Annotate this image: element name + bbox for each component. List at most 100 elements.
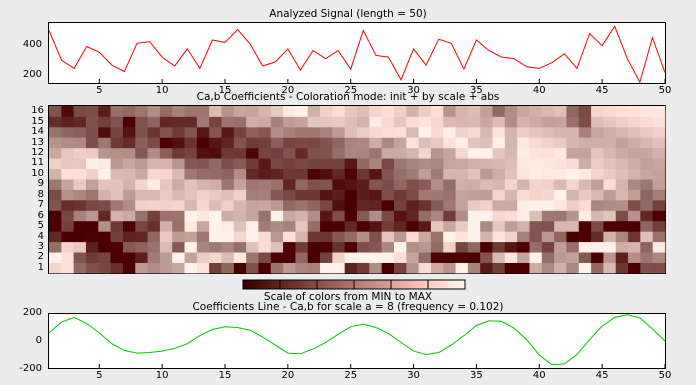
heatmap-cell: [430, 116, 444, 128]
heatmap-cell: [258, 262, 272, 274]
heatmap-cell: [307, 158, 321, 170]
xtick-label: 45: [595, 370, 609, 381]
heatmap-cell: [615, 179, 629, 190]
colorbar-swatch: [295, 280, 299, 289]
heatmap-cell: [517, 168, 530, 180]
signal-plot-area[interactable]: [48, 22, 666, 84]
heatmap-cell: [209, 158, 222, 170]
heatmap-cell: [258, 137, 272, 149]
heatmap-cell: [135, 147, 148, 159]
heatmap-cell: [258, 252, 272, 263]
heatmap-cell: [270, 126, 284, 138]
heatmap-cell: [344, 137, 358, 149]
colorbar-swatch: [451, 280, 456, 289]
heatmap-cell: [640, 252, 654, 263]
heatmap-cell: [159, 231, 173, 243]
heatmap-cell: [615, 231, 629, 243]
heatmap-cell: [418, 126, 432, 138]
heatmap-cell: [49, 262, 62, 274]
heatmap-cell: [443, 147, 456, 159]
heatmap-cell: [283, 168, 296, 180]
heatmap-cell: [295, 262, 309, 274]
heatmap-cell: [307, 199, 321, 211]
heatmap-cell: [517, 147, 530, 159]
colorbar-swatch: [399, 280, 404, 289]
coefline-plot-area[interactable]: [48, 313, 666, 369]
heatmap-cell: [85, 241, 99, 253]
heatmap-cell: [467, 137, 481, 149]
heatmap-cell: [147, 220, 161, 232]
heatmap-cell: [221, 158, 235, 170]
heatmap-cell: [628, 231, 641, 243]
heatmap-cell: [85, 106, 99, 117]
heatmap-cell: [369, 168, 383, 180]
heatmap-cell: [332, 210, 346, 222]
heatmap-cell: [615, 168, 629, 180]
heatmap-cell: [49, 199, 62, 211]
heatmap-cell: [492, 220, 506, 232]
colorbar-swatch: [458, 280, 463, 289]
heatmap-cell: [591, 199, 604, 211]
heatmap-cell: [652, 210, 666, 222]
heatmap-cell: [196, 262, 210, 274]
colorbar-swatch: [357, 280, 362, 289]
heatmap-cell: [258, 241, 272, 253]
heatmap-cell: [209, 189, 222, 201]
coefs-ytick: 4: [37, 230, 44, 242]
heatmap-cell: [135, 199, 148, 211]
heatmap-cell: [73, 220, 87, 232]
heatmap-cell: [615, 137, 629, 149]
heatmap-cell: [566, 106, 580, 117]
heatmap-cell: [369, 158, 383, 170]
heatmap-cell: [295, 231, 309, 243]
heatmap-cell: [159, 158, 173, 170]
colorbar-swatch: [385, 280, 390, 289]
heatmap-cell: [332, 199, 346, 211]
colorbar[interactable]: [242, 279, 466, 290]
heatmap-cell: [455, 137, 469, 149]
heatmap-cell: [85, 137, 99, 149]
heatmap-cell: [529, 199, 543, 211]
heatmap-cell: [85, 179, 99, 190]
heatmap-cell: [430, 168, 444, 180]
heatmap-cell: [615, 189, 629, 201]
heatmap-cell: [603, 199, 617, 211]
heatmap-cell: [504, 262, 518, 274]
heatmap-cell: [443, 106, 456, 117]
heatmap-cell: [110, 116, 124, 128]
coefs-ytick: 5: [37, 220, 44, 231]
heatmap-cell: [480, 231, 493, 243]
heatmap-cell: [393, 147, 407, 159]
heatmap-cell: [430, 147, 444, 159]
heatmap-cell: [196, 220, 210, 232]
heatmap-cell: [209, 126, 222, 138]
heatmap-cell: [628, 158, 641, 170]
heatmap-cell: [591, 147, 604, 159]
heatmap-cell: [467, 252, 481, 263]
coefs-ytick: 12: [31, 147, 44, 158]
heatmap-cell: [615, 262, 629, 274]
heatmap-cell: [110, 147, 124, 159]
coefs-image-area[interactable]: [48, 105, 666, 274]
xtick-label: 50: [658, 85, 672, 96]
heatmap-cell: [221, 147, 235, 159]
coefline-ytick: -200: [19, 363, 42, 374]
colorbar-swatch: [423, 280, 428, 289]
heatmap-cell: [159, 137, 173, 149]
heatmap-cell: [307, 116, 321, 128]
heatmap-cell: [455, 189, 469, 201]
colorbar-gradient: [242, 279, 466, 290]
heatmap-cell: [406, 189, 419, 201]
heatmap-cell: [98, 147, 111, 159]
heatmap-cell: [369, 126, 383, 138]
heatmap-cell: [603, 262, 617, 274]
heatmap-cell: [283, 241, 296, 253]
heatmap-cell: [246, 220, 259, 232]
heatmap-cell: [480, 168, 493, 180]
heatmap-cell: [603, 168, 617, 180]
heatmap-cell: [603, 126, 617, 138]
heatmap-cell: [640, 116, 654, 128]
heatmap-cell: [61, 137, 75, 149]
heatmap-cell: [307, 220, 321, 232]
heatmap-cell: [135, 137, 148, 149]
